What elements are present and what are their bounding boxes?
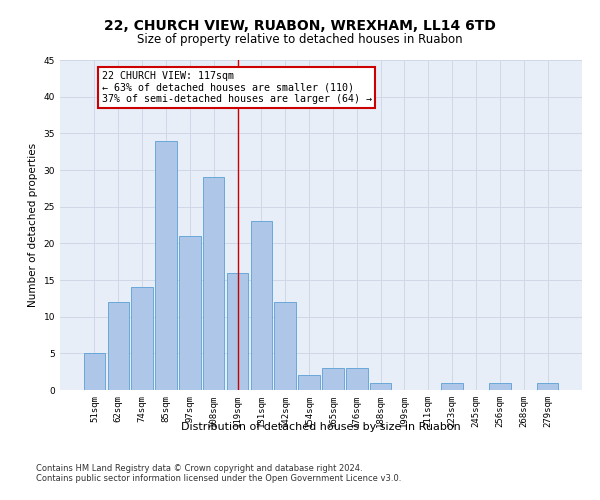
Bar xyxy=(370,382,391,390)
Bar xyxy=(84,354,105,390)
Text: Contains public sector information licensed under the Open Government Licence v3: Contains public sector information licen… xyxy=(36,474,401,483)
Bar xyxy=(203,178,224,390)
Text: Size of property relative to detached houses in Ruabon: Size of property relative to detached ho… xyxy=(137,32,463,46)
Bar xyxy=(131,288,153,390)
Y-axis label: Number of detached properties: Number of detached properties xyxy=(28,143,38,307)
Bar xyxy=(442,382,463,390)
Bar xyxy=(274,302,296,390)
Text: Contains HM Land Registry data © Crown copyright and database right 2024.: Contains HM Land Registry data © Crown c… xyxy=(36,464,362,473)
Bar xyxy=(489,382,511,390)
Text: 22, CHURCH VIEW, RUABON, WREXHAM, LL14 6TD: 22, CHURCH VIEW, RUABON, WREXHAM, LL14 6… xyxy=(104,19,496,33)
Bar xyxy=(107,302,129,390)
Bar xyxy=(322,368,344,390)
Bar xyxy=(537,382,558,390)
Text: 22 CHURCH VIEW: 117sqm
← 63% of detached houses are smaller (110)
37% of semi-de: 22 CHURCH VIEW: 117sqm ← 63% of detached… xyxy=(101,71,371,104)
Bar xyxy=(251,222,272,390)
Bar xyxy=(227,272,248,390)
Bar xyxy=(346,368,368,390)
Bar xyxy=(155,140,177,390)
Bar xyxy=(298,376,320,390)
Bar xyxy=(179,236,200,390)
Text: Distribution of detached houses by size in Ruabon: Distribution of detached houses by size … xyxy=(181,422,461,432)
